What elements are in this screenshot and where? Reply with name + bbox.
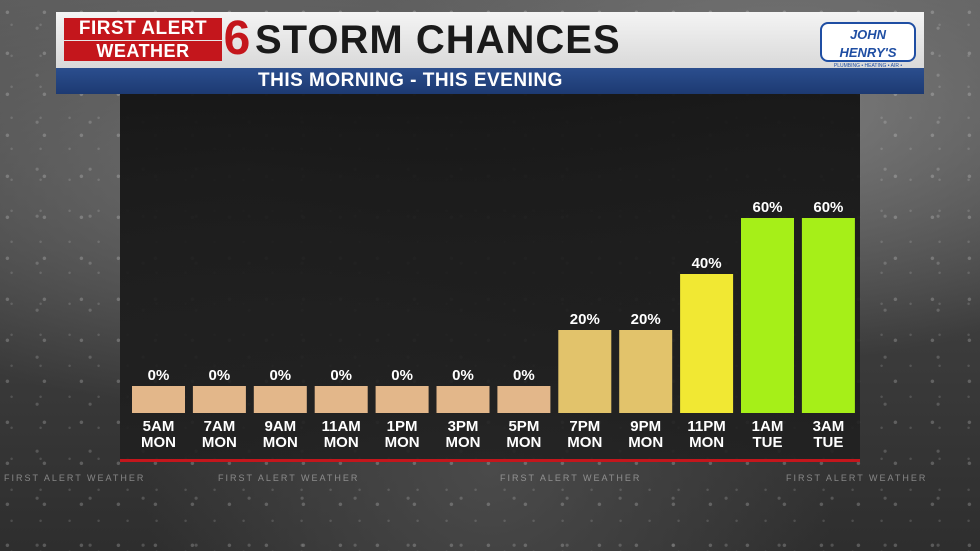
logo-channel-number: 6 [223, 12, 251, 65]
x-tick-day-label: MON [324, 434, 359, 451]
bar-3pm-mon [436, 386, 490, 413]
bar-value-label: 0% [209, 367, 231, 384]
x-tick-time-label: 5PM [508, 418, 539, 435]
bar-value-label: 40% [692, 255, 722, 272]
x-tick-day-label: MON [202, 434, 237, 451]
bar-7am-mon [192, 386, 246, 413]
bar-value-label: 0% [269, 367, 291, 384]
x-tick-time-label: 3AM [813, 418, 845, 435]
watermark-center-right: FIRST ALERT WEATHER [500, 473, 642, 483]
bar-9pm-mon [619, 330, 673, 413]
bar-value-label: 60% [813, 199, 843, 216]
bar-7pm-mon [558, 330, 612, 413]
x-tick-day-label: TUE [753, 434, 783, 451]
bar-value-label: 0% [513, 367, 535, 384]
x-tick-time-label: 11PM [687, 418, 725, 435]
x-tick-day-label: MON [628, 434, 663, 451]
bar-11am-mon [314, 386, 368, 413]
sponsor-logo: JOHN HENRY'S PLUMBING • HEATING • AIR • … [820, 22, 916, 77]
bar-value-label: 20% [570, 311, 600, 328]
x-tick-time-label: 1PM [387, 418, 418, 435]
bar-9am-mon [253, 386, 307, 413]
x-tick-time-label: 7AM [204, 418, 236, 435]
chart-baseline-accent [120, 459, 860, 462]
bar-5am-mon [132, 386, 185, 413]
logo-first-alert: FIRST ALERT [64, 18, 222, 40]
x-tick-day-label: MON [506, 434, 541, 451]
x-tick-time-label: 5AM [143, 418, 175, 435]
x-tick-time-label: 1AM [752, 418, 784, 435]
bar-1am-tue [741, 218, 794, 413]
bar-value-label: 0% [148, 367, 170, 384]
x-tick-day-label: MON [263, 434, 298, 451]
bar-value-label: 0% [452, 367, 474, 384]
watermark-right: FIRST ALERT WEATHER [786, 473, 928, 483]
x-tick-day-label: MON [689, 434, 724, 451]
subtitle-bar [56, 68, 924, 94]
bar-value-label: 20% [631, 311, 661, 328]
x-tick-time-label: 11AM [322, 418, 361, 435]
bar-1pm-mon [375, 386, 429, 413]
bar-value-label: 60% [752, 199, 782, 216]
x-tick-day-label: MON [446, 434, 481, 451]
sponsor-name: JOHN HENRY'S [839, 27, 897, 60]
bar-value-label: 0% [330, 367, 352, 384]
bar-5pm-mon [497, 386, 551, 413]
watermark-center-left: FIRST ALERT WEATHER [218, 473, 360, 483]
x-tick-time-label: 9PM [630, 418, 661, 435]
x-tick-day-label: MON [385, 434, 420, 451]
x-tick-time-label: 9AM [264, 418, 296, 435]
x-tick-day-label: TUE [813, 434, 843, 451]
x-tick-day-label: MON [567, 434, 602, 451]
station-logo: FIRST ALERT WEATHER 6 [60, 15, 250, 63]
bar-11pm-mon [680, 274, 734, 413]
x-tick-time-label: 3PM [448, 418, 479, 435]
x-tick-time-label: 7PM [569, 418, 600, 435]
logo-weather: WEATHER [64, 41, 222, 61]
x-tick-day-label: MON [141, 434, 176, 451]
bar-value-label: 0% [391, 367, 413, 384]
page-title: STORM CHANCES [255, 18, 621, 62]
chart-subtitle: THIS MORNING - THIS EVENING [258, 70, 563, 91]
watermark-left: FIRST ALERT WEATHER [4, 473, 146, 483]
bar-3am-tue [801, 218, 855, 413]
